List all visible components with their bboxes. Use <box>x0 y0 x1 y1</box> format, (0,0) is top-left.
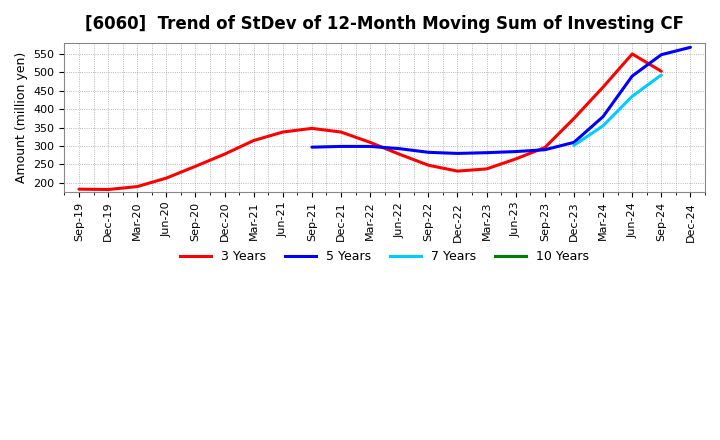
Legend: 3 Years, 5 Years, 7 Years, 10 Years: 3 Years, 5 Years, 7 Years, 10 Years <box>175 245 595 268</box>
Y-axis label: Amount (million yen): Amount (million yen) <box>15 52 28 183</box>
Title: [6060]  Trend of StDev of 12-Month Moving Sum of Investing CF: [6060] Trend of StDev of 12-Month Moving… <box>85 15 684 33</box>
